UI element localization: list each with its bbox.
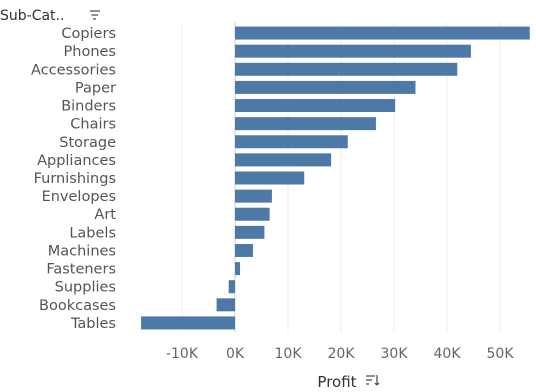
bar-copiers[interactable] — [235, 26, 530, 40]
category-label[interactable]: Bookcases — [39, 298, 116, 314]
x-tick-label: 20K — [328, 346, 356, 362]
bar-accessories[interactable] — [235, 62, 458, 76]
category-label[interactable]: Binders — [61, 99, 116, 115]
x-tick-label: -10K — [166, 346, 199, 362]
category-label[interactable]: Storage — [59, 135, 116, 151]
bar-envelopes[interactable] — [235, 189, 272, 203]
category-label[interactable]: Furnishings — [34, 171, 116, 187]
bar-phones[interactable] — [235, 44, 471, 58]
x-tick-label: 10K — [275, 346, 303, 362]
bar-bookcases[interactable] — [216, 298, 235, 312]
x-tick-label: 40K — [434, 346, 462, 362]
category-label[interactable]: Machines — [48, 243, 116, 259]
category-labels: Copiers Phones Accessories Paper Binders Chai… — [31, 26, 116, 332]
category-label[interactable]: Chairs — [70, 117, 116, 133]
bar-chairs[interactable] — [235, 117, 376, 131]
category-label[interactable]: Copiers — [61, 26, 116, 42]
bar-appliances[interactable] — [235, 153, 332, 167]
bar-fasteners[interactable] — [235, 262, 241, 276]
x-tick-label: 30K — [381, 346, 409, 362]
bar-supplies[interactable] — [228, 280, 235, 294]
bar-tables[interactable] — [141, 316, 235, 330]
bar-storage[interactable] — [235, 135, 348, 149]
x-axis-title[interactable]: Profit — [317, 373, 356, 391]
category-label[interactable]: Art — [94, 207, 116, 223]
category-label[interactable]: Accessories — [31, 62, 116, 78]
sort-icon[interactable] — [366, 375, 380, 386]
category-label[interactable]: Phones — [64, 44, 116, 60]
category-label[interactable]: Appliances — [37, 153, 116, 169]
category-label[interactable]: Tables — [70, 316, 116, 332]
sort-descending-icon[interactable] — [90, 10, 100, 20]
x-tick-label: 0K — [226, 346, 245, 362]
bar-paper[interactable] — [235, 80, 416, 94]
bar-art[interactable] — [235, 207, 270, 221]
x-tick-label: 50K — [487, 346, 515, 362]
x-axis-ticks: -10K 0K 10K 20K 30K 40K 50K — [166, 346, 514, 362]
bar-labels[interactable] — [235, 225, 265, 239]
category-label[interactable]: Envelopes — [42, 189, 116, 205]
dimension-header[interactable]: Sub-Cat.. — [0, 8, 64, 24]
category-label[interactable]: Fasteners — [46, 262, 116, 278]
category-label[interactable]: Paper — [75, 80, 116, 96]
bars — [141, 26, 530, 330]
bar-machines[interactable] — [235, 243, 253, 257]
category-label[interactable]: Labels — [69, 225, 116, 241]
bar-furnishings[interactable] — [235, 171, 305, 185]
category-label[interactable]: Supplies — [55, 280, 116, 296]
bar-binders[interactable] — [235, 99, 396, 113]
